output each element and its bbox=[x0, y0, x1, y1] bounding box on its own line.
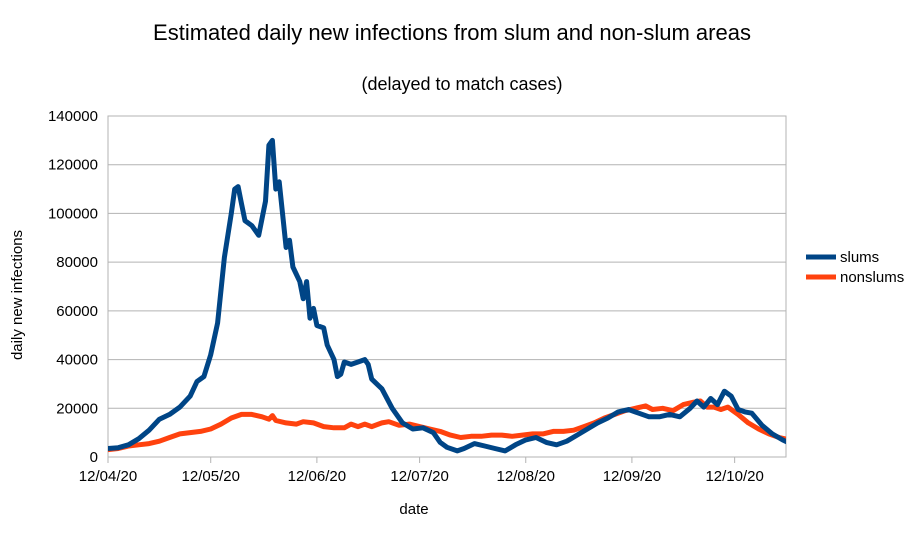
legend-label-slums: slums bbox=[840, 249, 879, 266]
y-tick-label: 40000 bbox=[56, 352, 98, 369]
y-tick-label: 100000 bbox=[48, 205, 98, 222]
plot-area bbox=[107, 115, 787, 458]
x-tick-label: 12/10/20 bbox=[705, 468, 763, 485]
y-axis-title: daily new infections bbox=[9, 230, 26, 360]
legend: slums nonslums bbox=[806, 249, 904, 286]
chart-title: Estimated daily new infections from slum… bbox=[153, 20, 751, 45]
x-tick-label: 12/08/20 bbox=[497, 468, 555, 485]
chart-subtitle: (delayed to match cases) bbox=[361, 74, 562, 94]
series-layer bbox=[108, 137, 786, 454]
y-tick-label: 120000 bbox=[48, 157, 98, 174]
y-axis: 0 20000 40000 60000 80000 100000 120000 140000 bbox=[48, 108, 98, 466]
x-axis: 12/04/20 12/05/20 12/06/20 12/07/20 12/08/20… bbox=[79, 457, 764, 485]
x-tick-label: 12/07/20 bbox=[390, 468, 448, 485]
x-tick-label: 12/09/20 bbox=[603, 468, 661, 485]
x-tick-label: 12/05/20 bbox=[182, 468, 240, 485]
x-axis-title: date bbox=[399, 501, 428, 518]
y-tick-label: 0 bbox=[90, 449, 98, 466]
x-tick-label: 12/04/20 bbox=[79, 468, 137, 485]
y-tick-label: 20000 bbox=[56, 400, 98, 417]
y-tick-label: 60000 bbox=[56, 303, 98, 320]
legend-label-nonslums: nonslums bbox=[840, 269, 904, 286]
y-tick-label: 140000 bbox=[48, 108, 98, 125]
series-line-slums bbox=[108, 137, 786, 454]
y-tick-label: 80000 bbox=[56, 254, 98, 271]
x-tick-label: 12/06/20 bbox=[288, 468, 346, 485]
